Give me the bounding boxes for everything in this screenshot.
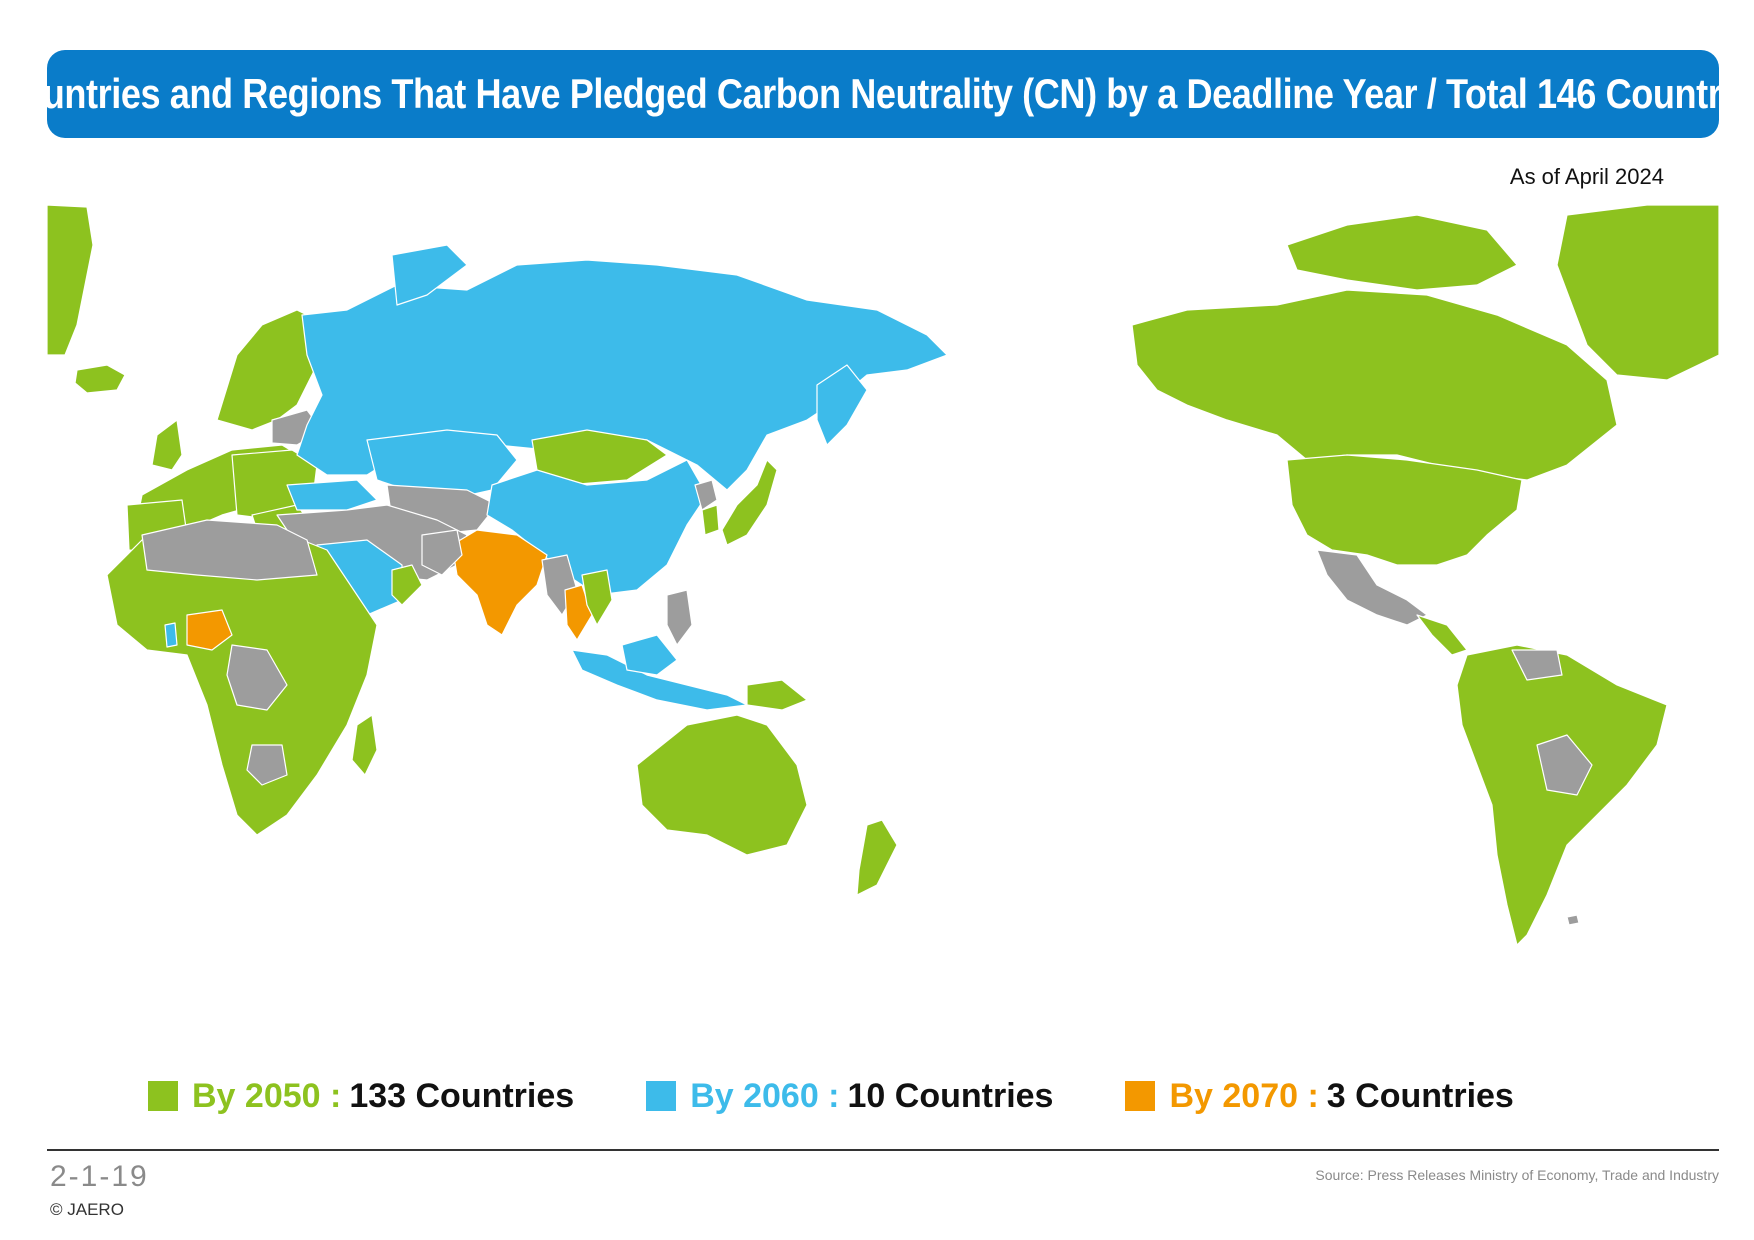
legend-item-2060: By 2060 : 10 Countries xyxy=(646,1077,1053,1116)
region-turkey xyxy=(286,479,378,511)
region-mexico xyxy=(1316,549,1428,626)
source-note: Source: Press Releases Ministry of Econo… xyxy=(1315,1167,1719,1183)
title-banner: Countries and Regions That Have Pledged … xyxy=(0,50,1754,138)
legend-count-2050: 133 Countries xyxy=(349,1076,575,1115)
region-thailand xyxy=(564,584,593,641)
region-uae-oman xyxy=(391,564,423,606)
region-uk xyxy=(151,419,183,471)
region-vietnam-laos xyxy=(581,569,613,626)
region-south-america xyxy=(1456,644,1668,946)
region-nigeria xyxy=(186,609,233,651)
region-north-africa xyxy=(141,519,318,581)
region-venezuela xyxy=(1511,649,1563,681)
region-pakistan xyxy=(421,529,463,576)
region-iceland xyxy=(74,364,126,394)
region-arctic-islands xyxy=(1286,214,1518,291)
world-map xyxy=(47,205,1719,1045)
region-usa xyxy=(1286,454,1523,566)
copyright: © JAERO xyxy=(50,1200,124,1219)
region-novaya-zemlya xyxy=(391,244,468,306)
legend-swatch-2050 xyxy=(148,1081,178,1111)
region-south-korea xyxy=(701,504,720,536)
legend-label-2060: By 2060 : xyxy=(690,1076,840,1115)
region-australia xyxy=(636,714,808,856)
legend-swatch-2070 xyxy=(1125,1081,1156,1111)
region-greenland-east xyxy=(1556,205,1719,381)
world-map-svg xyxy=(47,205,1719,946)
legend-item-2050: By 2050 : 133 Countries xyxy=(148,1077,574,1116)
legend: By 2050 : 133 Countries By 2060 : 10 Cou… xyxy=(148,1075,1586,1117)
legend-swatch-2060 xyxy=(646,1081,677,1111)
region-madagascar xyxy=(351,714,378,776)
region-falklands xyxy=(1566,914,1580,926)
region-philippines xyxy=(666,589,693,646)
region-central-america xyxy=(1416,614,1468,656)
region-southern-africa xyxy=(246,744,288,786)
legend-label-2070: By 2070 : xyxy=(1169,1076,1319,1115)
region-greenland-west xyxy=(47,205,94,356)
as-of-date: As of April 2024 xyxy=(1509,164,1664,189)
figure-code: 2-1-19 xyxy=(50,1160,149,1193)
region-papua-new-guinea xyxy=(746,679,808,711)
region-alaska-canada xyxy=(1131,289,1618,481)
region-bolivia-paraguay xyxy=(1536,734,1593,796)
region-borneo xyxy=(621,634,678,676)
region-central-africa xyxy=(226,644,288,711)
legend-count-2060: 10 Countries xyxy=(847,1076,1054,1115)
page-title: Countries and Regions That Have Pledged … xyxy=(0,70,1754,117)
legend-label-2050: By 2050 : xyxy=(192,1076,342,1115)
region-japan xyxy=(721,459,778,546)
region-north-korea xyxy=(694,479,718,511)
region-ghana xyxy=(164,622,178,648)
region-new-zealand xyxy=(856,819,898,896)
legend-item-2070: By 2070 : 3 Countries xyxy=(1125,1076,1514,1116)
footer-divider xyxy=(47,1149,1719,1151)
region-india xyxy=(451,529,548,636)
legend-count-2070: 3 Countries xyxy=(1326,1076,1514,1115)
region-kamchatka xyxy=(816,364,868,446)
